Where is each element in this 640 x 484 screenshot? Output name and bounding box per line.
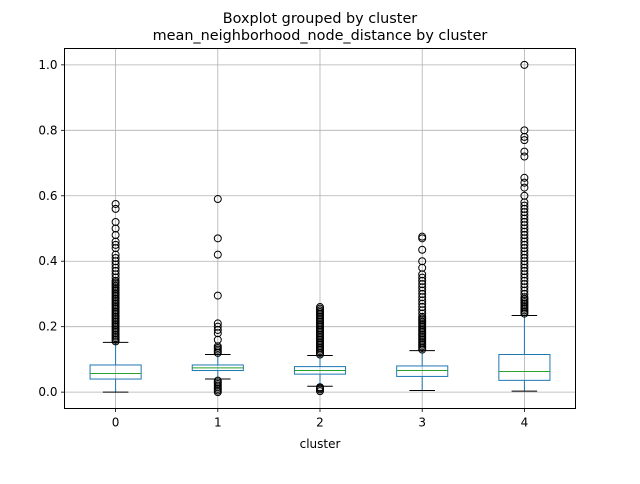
- flier-point: [520, 201, 529, 210]
- y-tick-label: 0.6: [38, 189, 57, 203]
- flier-point: [520, 60, 529, 69]
- flier-point: [111, 240, 120, 249]
- y-tick-label: 0.2: [38, 320, 57, 334]
- y-tick-label: 0.8: [38, 123, 57, 137]
- y-tick-label: 1.0: [38, 58, 57, 72]
- flier-point: [418, 257, 427, 266]
- flier-point: [213, 234, 222, 243]
- flier-point: [418, 273, 427, 282]
- flier-point: [316, 383, 324, 392]
- flier-point: [213, 319, 222, 328]
- flier-point: [213, 322, 222, 331]
- box-group: [293, 303, 347, 396]
- box-iqr: [396, 365, 449, 377]
- flier-point: [520, 147, 529, 156]
- flier-point: [111, 253, 120, 262]
- flier-point: [111, 217, 120, 226]
- box-iqr: [89, 364, 142, 380]
- x-tick-label: 3: [418, 416, 426, 430]
- chart-title: mean_neighborhood_node_distance by clust…: [153, 28, 488, 44]
- flier-point: [520, 191, 529, 200]
- x-axis-label: cluster: [300, 437, 341, 451]
- box-group: [498, 60, 551, 392]
- box-group: [191, 195, 244, 397]
- flier-point: [213, 250, 222, 259]
- flier-point: [520, 126, 529, 135]
- flier-point: [418, 232, 427, 241]
- boxes: [89, 60, 551, 397]
- flier-point: [111, 199, 120, 208]
- x-axis: 0 1 2 3 4: [112, 408, 529, 430]
- flier-point: [520, 178, 529, 187]
- flier-point: [520, 152, 529, 161]
- y-axis: 0.0 0.2 0.4 0.6 0.8 1.0: [38, 58, 65, 399]
- chart-suptitle: Boxplot grouped by cluster: [223, 11, 418, 27]
- x-tick-label: 0: [112, 416, 120, 430]
- y-tick-label: 0.4: [38, 254, 57, 268]
- box-group: [89, 199, 142, 393]
- box-group: [396, 232, 449, 391]
- flier-point: [520, 173, 529, 182]
- flier-point: [316, 303, 324, 312]
- x-tick-label: 4: [521, 416, 529, 430]
- flier-point: [520, 183, 529, 192]
- y-tick-label: 0.0: [38, 385, 57, 399]
- flier-point: [213, 195, 222, 204]
- flier-point: [111, 204, 120, 213]
- x-tick-label: 1: [214, 416, 222, 430]
- x-tick-label: 2: [316, 416, 324, 430]
- flier-point: [213, 376, 222, 385]
- flier-point: [418, 245, 427, 254]
- flier-point: [520, 136, 529, 145]
- box-iqr: [498, 354, 551, 381]
- flier-point: [213, 291, 222, 300]
